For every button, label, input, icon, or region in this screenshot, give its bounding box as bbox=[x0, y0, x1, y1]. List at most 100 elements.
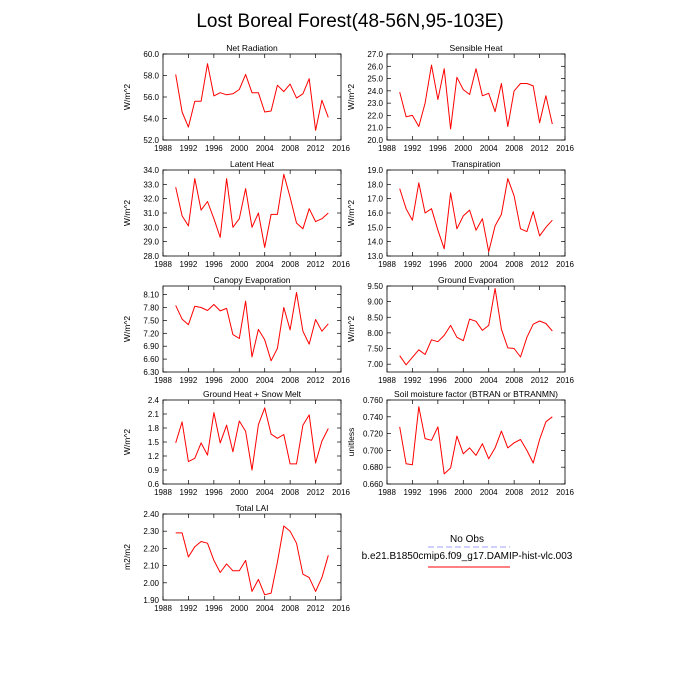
y-tick-label: 2.1 bbox=[148, 410, 160, 419]
x-tick-label: 1992 bbox=[404, 260, 422, 269]
panel-3: Latent Heat W/m^2 1988 1992 1996 2000 2004 2008… bbox=[122, 159, 350, 269]
x-tick-label: 2012 bbox=[531, 144, 549, 153]
y-tick-label: 25.0 bbox=[367, 75, 383, 84]
y-axis-label: W/m^2 bbox=[122, 316, 132, 342]
y-tick-label: 7.00 bbox=[367, 360, 383, 369]
x-tick-label: 2016 bbox=[332, 488, 350, 497]
y-tick-label: 17.0 bbox=[367, 195, 383, 204]
y-tick-label: 33.0 bbox=[143, 180, 159, 189]
x-tick-label: 1996 bbox=[205, 144, 223, 153]
x-tick-label: 1992 bbox=[180, 260, 198, 269]
x-tick-label: 2000 bbox=[230, 260, 248, 269]
y-tick-label: 22.0 bbox=[367, 111, 383, 120]
y-tick-label: 0.720 bbox=[363, 430, 384, 439]
x-tick-label: 1988 bbox=[154, 604, 172, 613]
y-tick-label: 16.0 bbox=[367, 209, 383, 218]
x-tick-label: 2016 bbox=[556, 488, 574, 497]
x-tick-label: 2016 bbox=[556, 144, 574, 153]
panel-4: Transpiration W/m^2 1988 1992 1996 2000 2004 20… bbox=[346, 159, 574, 269]
x-tick-label: 1988 bbox=[154, 488, 172, 497]
panel-7: Ground Heat + Snow Melt W/m^2 1988 1992 1996… bbox=[122, 389, 350, 497]
y-tick-label: 0.9 bbox=[148, 466, 160, 475]
y-tick-label: 6.60 bbox=[143, 355, 159, 364]
legend-model-label: b.e21.B1850cmip6.f09_g17.DAMIP-hist-vlc.… bbox=[362, 551, 573, 562]
y-axis-label: m2/m2 bbox=[122, 544, 132, 570]
y-tick-label: 8.00 bbox=[367, 329, 383, 338]
x-tick-label: 2016 bbox=[332, 604, 350, 613]
x-tick-label: 2004 bbox=[256, 488, 274, 497]
y-tick-label: 0.6 bbox=[148, 480, 160, 489]
x-tick-label: 2008 bbox=[505, 488, 523, 497]
y-axis-label: W/m^2 bbox=[346, 316, 356, 342]
y-tick-label: 21.0 bbox=[367, 124, 383, 133]
y-tick-label: 6.30 bbox=[143, 368, 159, 377]
x-tick-label: 1988 bbox=[154, 376, 172, 385]
panel-1: Net Radiation W/m^2 1988 1992 1996 2000 2004 20… bbox=[122, 43, 350, 153]
y-tick-label: 29.0 bbox=[143, 238, 159, 247]
x-tick-label: 1992 bbox=[180, 376, 198, 385]
y-tick-label: 9.00 bbox=[367, 298, 383, 307]
x-tick-label: 2000 bbox=[230, 488, 248, 497]
y-tick-label: 2.10 bbox=[143, 562, 159, 571]
x-tick-label: 2012 bbox=[307, 376, 325, 385]
figure-title: Lost Boreal Forest(48-56N,95-103E) bbox=[196, 11, 503, 32]
x-tick-label: 2000 bbox=[454, 144, 472, 153]
series-line bbox=[175, 407, 329, 471]
x-tick-label: 2004 bbox=[480, 144, 498, 153]
y-tick-label: 0.700 bbox=[363, 446, 384, 455]
x-tick-label: 1988 bbox=[378, 260, 396, 269]
x-tick-label: 1996 bbox=[205, 376, 223, 385]
x-tick-label: 1988 bbox=[378, 488, 396, 497]
panel-title: Net Radiation bbox=[226, 43, 278, 53]
x-tick-label: 2008 bbox=[505, 376, 523, 385]
y-tick-label: 6.90 bbox=[143, 342, 159, 351]
y-tick-label: 54.0 bbox=[143, 115, 159, 124]
series-line bbox=[175, 292, 329, 362]
y-tick-label: 30.0 bbox=[143, 223, 159, 232]
y-tick-label: 0.740 bbox=[363, 413, 384, 422]
y-tick-label: 28.0 bbox=[143, 252, 159, 261]
panel-title: Latent Heat bbox=[230, 159, 275, 169]
x-tick-label: 2008 bbox=[281, 260, 299, 269]
x-tick-label: 2016 bbox=[332, 260, 350, 269]
y-tick-label: 52.0 bbox=[143, 136, 159, 145]
y-tick-label: 56.0 bbox=[143, 93, 159, 102]
x-tick-label: 1992 bbox=[180, 488, 198, 497]
panel-title: Total LAI bbox=[235, 503, 268, 513]
y-tick-label: 0.660 bbox=[363, 480, 384, 489]
x-tick-label: 1992 bbox=[180, 144, 198, 153]
legend: No Obs b.e21.B1850cmip6.f09_g17.DAMIP-hi… bbox=[362, 534, 573, 568]
x-tick-label: 1996 bbox=[205, 488, 223, 497]
y-tick-label: 1.8 bbox=[148, 424, 160, 433]
panel-title: Transpiration bbox=[451, 159, 501, 169]
y-tick-label: 7.20 bbox=[143, 329, 159, 338]
y-tick-label: 7.50 bbox=[367, 345, 383, 354]
y-tick-label: 7.50 bbox=[143, 316, 159, 325]
y-tick-label: 31.0 bbox=[143, 209, 159, 218]
x-tick-label: 2012 bbox=[307, 144, 325, 153]
series-line bbox=[399, 288, 553, 366]
panel-2: Sensible Heat W/m^2 1988 1992 1996 2000 2004 20… bbox=[346, 43, 574, 153]
x-tick-label: 2000 bbox=[454, 260, 472, 269]
y-axis-label: unitless bbox=[346, 428, 356, 457]
y-tick-label: 0.760 bbox=[363, 396, 384, 405]
series-line bbox=[399, 406, 553, 475]
panel-title: Ground Evaporation bbox=[438, 275, 514, 285]
y-tick-label: 18.0 bbox=[367, 180, 383, 189]
x-tick-label: 2012 bbox=[307, 488, 325, 497]
x-tick-label: 2016 bbox=[332, 144, 350, 153]
panel-5: Canopy Evaporation W/m^2 1988 1992 1996 2000 2… bbox=[122, 275, 350, 385]
x-tick-label: 2004 bbox=[256, 376, 274, 385]
y-tick-label: 2.40 bbox=[143, 510, 159, 519]
y-tick-label: 1.90 bbox=[143, 596, 159, 605]
y-tick-label: 15.0 bbox=[367, 223, 383, 232]
panel-frame bbox=[386, 285, 566, 373]
y-tick-label: 7.80 bbox=[143, 304, 159, 313]
panels-group: Net Radiation W/m^2 1988 1992 1996 2000 2004 20… bbox=[122, 43, 574, 613]
y-tick-label: 8.50 bbox=[367, 313, 383, 322]
panel-frame bbox=[162, 285, 342, 373]
x-tick-label: 2004 bbox=[480, 376, 498, 385]
x-tick-label: 1996 bbox=[429, 488, 447, 497]
x-tick-label: 2000 bbox=[230, 144, 248, 153]
